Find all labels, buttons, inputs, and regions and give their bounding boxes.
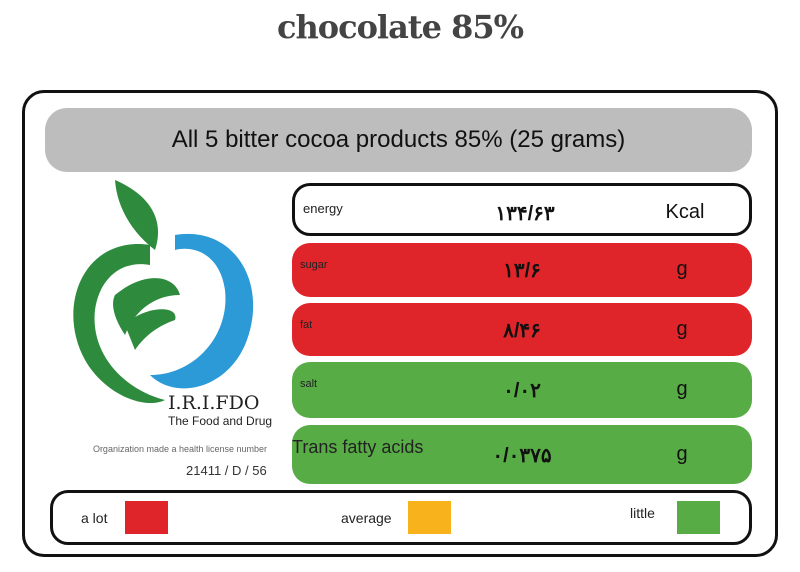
nutrient-row: salt ۰/۰۲ g (292, 362, 752, 418)
nutrient-unit: g (676, 258, 688, 280)
nutrient-value: ۱۳/۶ (503, 260, 541, 282)
nutrient-value: ۰/۰۳۷۵ (492, 444, 552, 467)
legend-label: a lot (81, 510, 108, 526)
nutrient-row: Trans fatty acids ۰/۰۳۷۵ g (292, 425, 752, 484)
legend-swatch (677, 501, 720, 534)
legend-label: average (341, 510, 392, 526)
nutrient-value: ۰/۰۲ (503, 380, 541, 402)
nutrient-unit: g (676, 378, 688, 400)
nutrient-unit: Kcal (665, 200, 705, 223)
nutrient-value: ۱۳۴/۶۳ (495, 202, 555, 225)
nutrient-value: ۸/۴۶ (503, 319, 541, 342)
label-frame (22, 90, 778, 557)
nutrient-label: salt (300, 378, 318, 390)
nutrient-label: Trans fatty acids (292, 437, 424, 457)
nutrient-unit: g (676, 442, 688, 465)
banner: All 5 bitter cocoa products 85% (25 gram… (45, 108, 752, 172)
legend-swatch (408, 501, 451, 534)
license: 21411 / D / 56 (186, 463, 267, 478)
nutrient-unit: g (676, 317, 688, 340)
nutrient-row: energy ۱۳۴/۶۳ Kcal (292, 183, 752, 236)
nutrient-row: fat ۸/۴۶ g (292, 303, 752, 356)
nutrient-row: sugar ۱۳/۶ g (292, 243, 752, 297)
logo-line: The Food and Drug (168, 414, 273, 428)
legend-label: little (630, 505, 655, 521)
legend: a lot average little (50, 490, 752, 545)
logo (73, 180, 254, 404)
logo-name: I.R.I.FDO (168, 392, 260, 414)
nutrient-label: fat (300, 319, 313, 331)
nutrient-label: energy (303, 201, 343, 216)
legend-swatch (125, 501, 168, 534)
title: chocolate 85% (276, 8, 524, 46)
logo-line: Organization made a health license numbe… (92, 444, 268, 454)
nutrient-label: sugar (300, 259, 328, 271)
